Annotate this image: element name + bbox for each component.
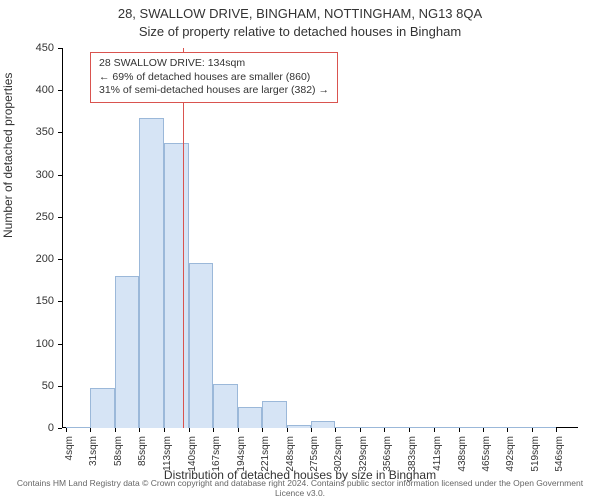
footnote: Contains HM Land Registry data © Crown c… xyxy=(10,478,590,498)
x-tick-mark xyxy=(66,428,67,432)
x-tick-label: 275sqm xyxy=(309,436,320,472)
histogram-bar xyxy=(262,401,286,428)
x-tick-label: 140sqm xyxy=(187,436,198,472)
x-tick-label: 85sqm xyxy=(137,436,148,466)
marker-line xyxy=(183,48,184,428)
x-tick-mark xyxy=(556,428,557,432)
infobox-line1: 28 SWALLOW DRIVE: 134sqm xyxy=(99,57,329,71)
histogram-bar xyxy=(164,143,188,428)
y-axis-label: Number of detached properties xyxy=(1,73,15,238)
y-tick-mark xyxy=(58,386,62,387)
histogram-bar xyxy=(189,263,213,428)
y-tick-mark xyxy=(58,428,62,429)
histogram-bar xyxy=(483,427,507,428)
y-tick-label: 350 xyxy=(22,126,58,138)
x-tick-mark xyxy=(409,428,410,432)
y-tick-mark xyxy=(58,344,62,345)
y-axis-line xyxy=(62,48,63,428)
y-tick-mark xyxy=(58,90,62,91)
x-tick-label: 221sqm xyxy=(260,436,271,472)
y-tick-mark xyxy=(58,301,62,302)
infobox-line3: 31% of semi-detached houses are larger (… xyxy=(99,84,329,98)
x-tick-label: 383sqm xyxy=(407,436,418,472)
x-tick-label: 329sqm xyxy=(358,436,369,472)
x-tick-label: 438sqm xyxy=(457,436,468,472)
histogram-bar xyxy=(409,427,434,428)
y-tick-label: 300 xyxy=(22,169,58,181)
histogram-bar xyxy=(238,407,262,428)
x-tick-label: 248sqm xyxy=(285,436,296,472)
chart-container: 28, SWALLOW DRIVE, BINGHAM, NOTTINGHAM, … xyxy=(0,0,600,500)
y-tick-label: 100 xyxy=(22,338,58,350)
y-tick-mark xyxy=(58,259,62,260)
x-tick-label: 302sqm xyxy=(333,436,344,472)
x-tick-mark xyxy=(483,428,484,432)
x-tick-mark xyxy=(262,428,263,432)
x-tick-mark xyxy=(189,428,190,432)
histogram-bar xyxy=(384,427,408,428)
histogram-bar xyxy=(287,425,311,428)
info-box: 28 SWALLOW DRIVE: 134sqm ← 69% of detach… xyxy=(90,52,338,103)
x-tick-mark xyxy=(213,428,214,432)
x-tick-label: 356sqm xyxy=(382,436,393,472)
plot-area: 050100150200250300350400450 4sqm31sqm58s… xyxy=(62,48,578,428)
histogram-bar xyxy=(507,427,531,428)
histogram-bar xyxy=(311,421,335,428)
histogram-bar xyxy=(360,427,384,428)
y-tick-label: 200 xyxy=(22,253,58,265)
histogram-bar xyxy=(213,384,237,428)
x-tick-mark xyxy=(459,428,460,432)
y-tick-label: 50 xyxy=(22,380,58,392)
x-tick-mark xyxy=(507,428,508,432)
x-tick-label: 411sqm xyxy=(432,436,443,471)
histogram-bar xyxy=(335,427,359,428)
x-tick-mark xyxy=(115,428,116,432)
y-tick-mark xyxy=(58,48,62,49)
histogram-bar xyxy=(434,427,458,428)
chart-title-line2: Size of property relative to detached ho… xyxy=(0,24,600,39)
histogram-bar xyxy=(90,388,114,428)
chart-title-line1: 28, SWALLOW DRIVE, BINGHAM, NOTTINGHAM, … xyxy=(0,6,600,21)
histogram-bar xyxy=(532,427,556,428)
y-tick-label: 400 xyxy=(22,84,58,96)
x-tick-mark xyxy=(311,428,312,432)
x-tick-mark xyxy=(384,428,385,432)
x-tick-label: 194sqm xyxy=(236,436,247,472)
x-tick-mark xyxy=(434,428,435,432)
x-tick-label: 167sqm xyxy=(211,436,222,472)
x-tick-label: 546sqm xyxy=(554,436,565,472)
x-tick-mark xyxy=(287,428,288,432)
x-tick-label: 113sqm xyxy=(162,436,173,471)
x-tick-label: 58sqm xyxy=(113,436,124,466)
y-tick-label: 150 xyxy=(22,295,58,307)
x-tick-label: 4sqm xyxy=(64,436,75,460)
x-tick-mark xyxy=(360,428,361,432)
x-tick-label: 31sqm xyxy=(88,436,99,466)
x-tick-mark xyxy=(238,428,239,432)
histogram-bar xyxy=(66,427,90,428)
infobox-line2: ← 69% of detached houses are smaller (86… xyxy=(99,71,329,85)
y-tick-label: 250 xyxy=(22,211,58,223)
x-tick-mark xyxy=(139,428,140,432)
histogram-bar xyxy=(139,118,164,428)
y-tick-mark xyxy=(58,175,62,176)
x-tick-mark xyxy=(532,428,533,432)
x-tick-label: 492sqm xyxy=(505,436,516,472)
x-tick-label: 465sqm xyxy=(481,436,492,472)
histogram-bar xyxy=(459,427,483,428)
x-tick-mark xyxy=(90,428,91,432)
y-tick-label: 0 xyxy=(22,422,58,434)
histogram-bar xyxy=(115,276,139,428)
x-tick-mark xyxy=(335,428,336,432)
y-tick-mark xyxy=(58,132,62,133)
y-tick-label: 450 xyxy=(22,42,58,54)
x-tick-label: 519sqm xyxy=(530,436,541,472)
y-tick-mark xyxy=(58,217,62,218)
x-tick-mark xyxy=(164,428,165,432)
